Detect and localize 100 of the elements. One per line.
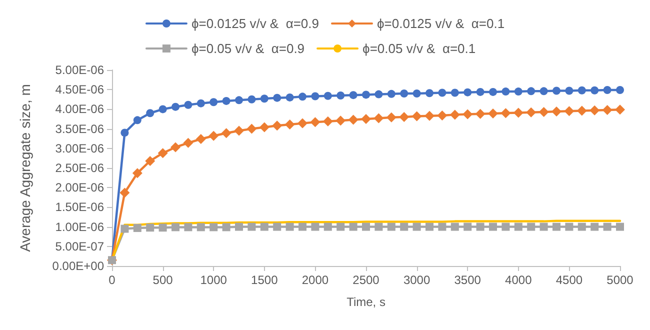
x-tick-label: 3000 bbox=[403, 273, 430, 287]
point bbox=[246, 124, 257, 134]
x-tick-label: 500 bbox=[152, 273, 174, 287]
point bbox=[336, 91, 345, 100]
point bbox=[259, 122, 270, 132]
point bbox=[184, 100, 192, 109]
y-tick-label: 2.00E-06 bbox=[55, 180, 104, 195]
y-tick-label: 1.50E-06 bbox=[55, 200, 104, 214]
point bbox=[602, 104, 612, 115]
point bbox=[260, 222, 268, 231]
point bbox=[336, 116, 346, 126]
point bbox=[476, 222, 484, 231]
point bbox=[235, 222, 243, 231]
point bbox=[145, 156, 156, 166]
point bbox=[336, 222, 345, 231]
point bbox=[374, 90, 383, 98]
point bbox=[172, 223, 180, 232]
point bbox=[564, 106, 574, 116]
x-tick-label: 1000 bbox=[200, 273, 228, 287]
point bbox=[450, 88, 459, 97]
point bbox=[170, 142, 180, 152]
point bbox=[476, 88, 484, 96]
point bbox=[502, 222, 510, 231]
point bbox=[590, 105, 600, 116]
point bbox=[221, 128, 232, 138]
point bbox=[540, 222, 548, 231]
point bbox=[513, 108, 524, 118]
point bbox=[286, 93, 294, 102]
point bbox=[438, 88, 446, 97]
point bbox=[132, 168, 142, 178]
y-tick-label: 3.50E-06 bbox=[55, 122, 104, 136]
point bbox=[565, 222, 574, 231]
point bbox=[527, 87, 536, 96]
y-tick-label: 4.00E-06 bbox=[55, 102, 104, 116]
legend-label: ϕ=0.0125 v/v & α=0.9 bbox=[191, 16, 320, 31]
point bbox=[399, 112, 410, 122]
x-tick-label: 4000 bbox=[505, 273, 532, 287]
point bbox=[590, 222, 599, 231]
point bbox=[298, 222, 306, 231]
y-tick-label: 0.00E+00 bbox=[52, 259, 104, 273]
point bbox=[374, 113, 384, 124]
y-tick-label: 5.00E-06 bbox=[55, 63, 104, 77]
point bbox=[196, 99, 205, 108]
point bbox=[400, 222, 408, 231]
point bbox=[412, 90, 421, 98]
point bbox=[387, 90, 396, 98]
point bbox=[348, 114, 358, 125]
point bbox=[616, 86, 624, 94]
point bbox=[361, 114, 371, 124]
point bbox=[133, 116, 142, 124]
point bbox=[412, 111, 422, 122]
point bbox=[552, 222, 560, 231]
y-tick-label: 1.00E-06 bbox=[55, 220, 104, 234]
point bbox=[298, 92, 306, 101]
point bbox=[273, 222, 282, 231]
point bbox=[502, 88, 510, 96]
y-tick-label: 3.00E-06 bbox=[55, 141, 104, 156]
x-axis-title: Time, s bbox=[346, 295, 386, 309]
point bbox=[526, 107, 536, 118]
point bbox=[615, 104, 625, 115]
point bbox=[272, 120, 282, 131]
point bbox=[310, 117, 320, 128]
point bbox=[565, 86, 574, 95]
point bbox=[349, 222, 358, 231]
point bbox=[146, 109, 154, 118]
point bbox=[488, 108, 498, 119]
point bbox=[590, 86, 599, 94]
point bbox=[222, 223, 230, 232]
y-axis-title: Average Aggregate size, m bbox=[17, 84, 33, 252]
point bbox=[120, 224, 129, 233]
point bbox=[412, 222, 421, 231]
point bbox=[362, 90, 370, 99]
point bbox=[222, 96, 230, 105]
point bbox=[475, 108, 486, 119]
point bbox=[196, 223, 205, 232]
y-tick-label: 5.00E-07 bbox=[55, 239, 104, 254]
point bbox=[489, 88, 497, 96]
point bbox=[603, 86, 612, 94]
x-tick-label: 4500 bbox=[556, 273, 583, 287]
x-tick-label: 5000 bbox=[606, 273, 634, 287]
point bbox=[133, 224, 142, 232]
point bbox=[500, 108, 511, 118]
y-tick-label: 4.50E-06 bbox=[55, 82, 104, 97]
point bbox=[311, 92, 320, 100]
point bbox=[576, 106, 587, 116]
point bbox=[208, 130, 219, 141]
point bbox=[489, 222, 497, 231]
x-tick-label: 2000 bbox=[302, 273, 329, 287]
legend-label: ϕ=0.0125 v/v & α=0.1 bbox=[377, 16, 505, 31]
legend-label: ϕ=0.05 v/v & α=0.1 bbox=[362, 41, 476, 56]
point bbox=[514, 222, 522, 231]
point bbox=[426, 222, 434, 231]
point bbox=[324, 222, 332, 231]
y-tick-label: 2.50E-06 bbox=[55, 161, 104, 175]
point bbox=[183, 138, 194, 148]
point bbox=[210, 98, 218, 106]
point bbox=[362, 222, 370, 231]
point bbox=[387, 222, 396, 231]
point bbox=[464, 88, 472, 96]
point bbox=[540, 87, 548, 96]
